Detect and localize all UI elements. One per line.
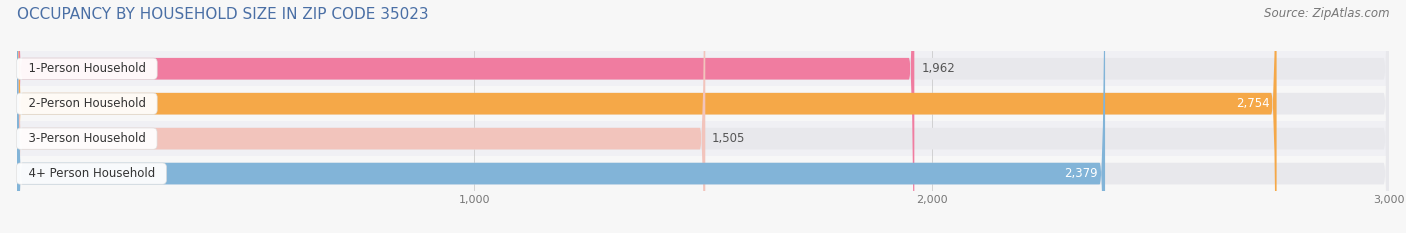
FancyBboxPatch shape: [17, 0, 1389, 233]
Text: 4+ Person Household: 4+ Person Household: [21, 167, 162, 180]
FancyBboxPatch shape: [17, 0, 706, 233]
FancyBboxPatch shape: [17, 0, 1389, 233]
Text: OCCUPANCY BY HOUSEHOLD SIZE IN ZIP CODE 35023: OCCUPANCY BY HOUSEHOLD SIZE IN ZIP CODE …: [17, 7, 429, 22]
Text: 1,505: 1,505: [713, 132, 745, 145]
Text: 3-Person Household: 3-Person Household: [21, 132, 153, 145]
Text: 2-Person Household: 2-Person Household: [21, 97, 153, 110]
Text: Source: ZipAtlas.com: Source: ZipAtlas.com: [1264, 7, 1389, 20]
Bar: [17, 156, 1389, 191]
Text: 1-Person Household: 1-Person Household: [21, 62, 153, 75]
FancyBboxPatch shape: [17, 0, 1389, 233]
FancyBboxPatch shape: [17, 0, 1277, 233]
Bar: [17, 121, 1389, 156]
Text: 1,962: 1,962: [921, 62, 955, 75]
FancyBboxPatch shape: [17, 0, 914, 233]
Text: 2,379: 2,379: [1064, 167, 1098, 180]
FancyBboxPatch shape: [17, 0, 1389, 233]
Bar: [17, 51, 1389, 86]
Bar: [17, 86, 1389, 121]
FancyBboxPatch shape: [17, 0, 1105, 233]
Text: 2,754: 2,754: [1236, 97, 1270, 110]
